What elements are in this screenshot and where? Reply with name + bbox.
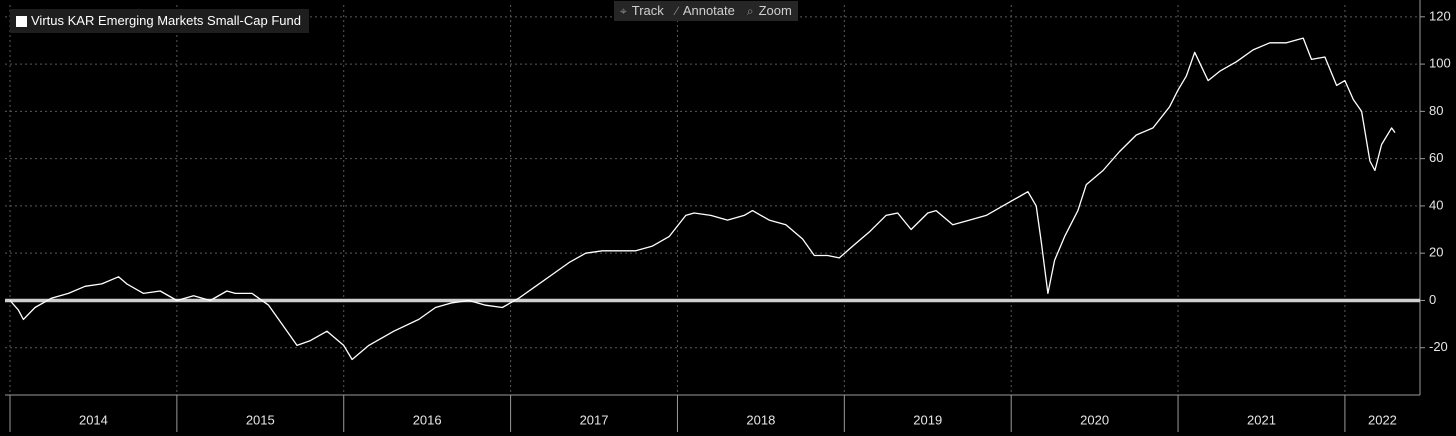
legend-label: Virtus KAR Emerging Markets Small-Cap Fu… xyxy=(31,13,301,28)
x-tick-label: 2022 xyxy=(1368,412,1397,427)
y-tick-label: 40 xyxy=(1429,197,1443,212)
y-tick-label: 120 xyxy=(1429,8,1451,23)
toolbar: ⌖ Track ∕ Annotate ⌕ Zoom xyxy=(614,1,798,21)
y-tick-label: 100 xyxy=(1429,56,1451,71)
x-tick-label: 2020 xyxy=(1080,412,1109,427)
x-tick-label: 2014 xyxy=(79,412,108,427)
track-button[interactable]: ⌖ Track xyxy=(620,3,664,18)
legend: Virtus KAR Emerging Markets Small-Cap Fu… xyxy=(10,9,309,33)
y-tick-label: 80 xyxy=(1429,103,1443,118)
button-label: Zoom xyxy=(758,3,792,18)
x-tick-label: 2015 xyxy=(246,412,275,427)
annotate-button[interactable]: ∕ Annotate xyxy=(675,3,735,18)
legend-swatch xyxy=(16,15,27,27)
series-line xyxy=(9,37,1396,361)
button-label: Annotate xyxy=(682,3,735,18)
x-tick-label: 2017 xyxy=(580,412,609,427)
x-tick-label: 2016 xyxy=(413,412,442,427)
x-tick-label: 2019 xyxy=(913,412,942,427)
x-tick-label: 2021 xyxy=(1247,412,1276,427)
y-tick-label: 0 xyxy=(1429,292,1436,307)
x-tick-label: 2018 xyxy=(746,412,775,427)
zoom-button[interactable]: ⌕ Zoom xyxy=(746,3,792,18)
button-label: Track xyxy=(631,3,664,18)
y-tick-label: 60 xyxy=(1429,150,1443,165)
y-tick-label: 20 xyxy=(1429,245,1443,260)
y-tick-label: -20 xyxy=(1429,339,1448,354)
